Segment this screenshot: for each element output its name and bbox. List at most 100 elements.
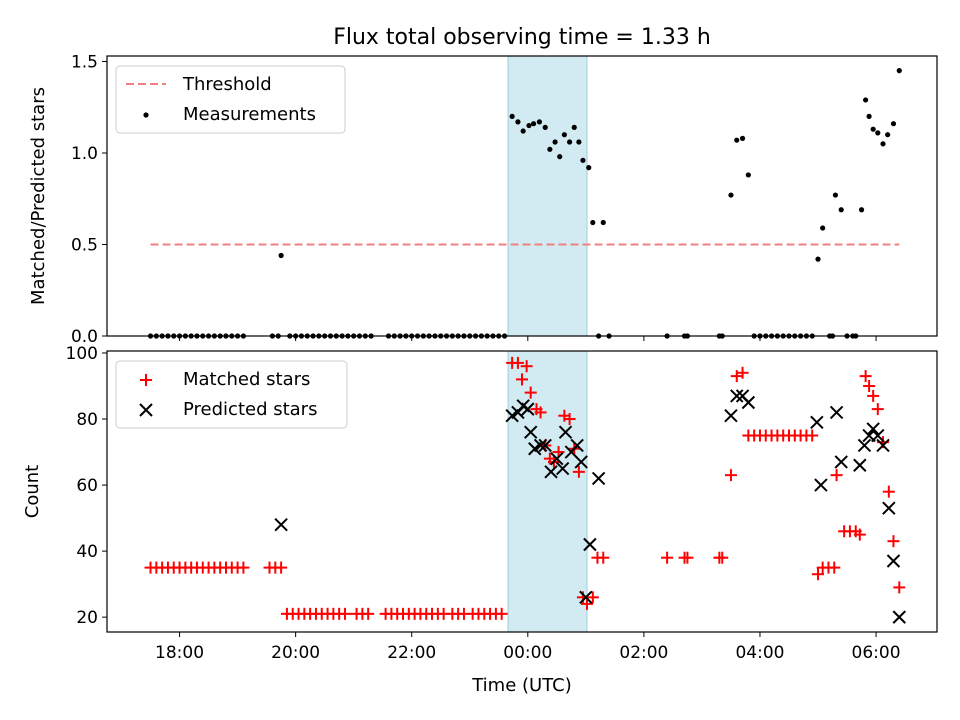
measurement-point bbox=[536, 119, 543, 125]
matched-star-point bbox=[275, 561, 288, 574]
legend-measurements-swatch bbox=[143, 112, 149, 118]
legend-matched-label: Matched stars bbox=[183, 369, 310, 390]
measurement-point bbox=[557, 154, 563, 160]
predicted-star-point bbox=[574, 455, 588, 469]
legend-predicted-label: Predicted stars bbox=[183, 399, 317, 420]
matched-star-point bbox=[338, 607, 351, 620]
measurement-point bbox=[728, 192, 734, 198]
measurement-point bbox=[838, 207, 844, 213]
predicted-star-point bbox=[550, 451, 564, 466]
measurement-point bbox=[552, 139, 558, 145]
matched-star-point bbox=[867, 389, 880, 402]
top-y-tick-label: 0.0 bbox=[71, 327, 98, 347]
top-shaded-region bbox=[507, 55, 588, 337]
matched-star-point bbox=[859, 370, 872, 383]
measurement-point bbox=[515, 119, 521, 125]
matched-star-point bbox=[534, 406, 547, 419]
legend-measurements-label: Measurements bbox=[183, 104, 316, 125]
matched-star-point bbox=[853, 528, 866, 541]
matched-star-point bbox=[806, 429, 819, 442]
legend-matched-swatch bbox=[140, 374, 152, 386]
top-x-ticks bbox=[179, 336, 877, 341]
matched-star-point bbox=[563, 413, 576, 426]
measurement-point bbox=[590, 219, 596, 226]
bottom-x-ticks: 18:00 20:00 22:00 00:00 02:00 04:00 06:00 bbox=[155, 632, 901, 663]
matched-star-points bbox=[144, 356, 906, 620]
x-tick-label: 18:00 bbox=[155, 643, 204, 663]
measurement-point bbox=[885, 132, 891, 138]
measurement-point bbox=[896, 68, 902, 74]
predicted-star-point bbox=[538, 438, 552, 453]
measurement-point bbox=[586, 165, 592, 171]
predicted-star-point bbox=[834, 455, 848, 469]
matched-star-point bbox=[511, 356, 524, 369]
predicted-star-point bbox=[583, 537, 597, 552]
x-tick-label: 20:00 bbox=[271, 643, 320, 663]
bottom-legend-box bbox=[115, 360, 348, 429]
matched-star-point bbox=[828, 561, 841, 574]
matched-star-point bbox=[681, 551, 694, 564]
predicted-star-point bbox=[892, 610, 906, 624]
measurement-point bbox=[875, 130, 881, 136]
matched-star-point bbox=[863, 380, 876, 393]
chart-title: Flux total observing time = 1.33 h bbox=[333, 25, 711, 50]
measurement-point bbox=[739, 135, 746, 141]
x-tick-label: 04:00 bbox=[735, 643, 784, 663]
predicted-star-point bbox=[558, 425, 573, 439]
bottom-y-tick-label: 100 bbox=[66, 344, 98, 364]
predicted-star-point bbox=[533, 438, 548, 453]
matched-star-point bbox=[736, 366, 749, 379]
top-legend: Threshold Measurements bbox=[115, 65, 346, 134]
measurement-point bbox=[745, 172, 751, 178]
top-axes-frame bbox=[106, 55, 938, 337]
predicted-star-point bbox=[730, 389, 744, 403]
matched-star-point bbox=[524, 386, 537, 399]
measurement-point bbox=[832, 192, 839, 198]
predicted-star-point bbox=[570, 438, 584, 453]
measurement-point bbox=[542, 124, 548, 130]
predicted-star-point bbox=[871, 428, 885, 443]
predicted-star-point bbox=[829, 405, 844, 420]
bottom-y-tick-label: 80 bbox=[76, 410, 98, 430]
measurement-point bbox=[561, 132, 567, 138]
measurement-point bbox=[858, 207, 865, 213]
measurement-point bbox=[600, 219, 606, 226]
predicted-star-point bbox=[724, 409, 738, 423]
x-tick-label: 06:00 bbox=[852, 643, 901, 663]
predicted-star-point bbox=[876, 438, 890, 453]
top-panel: 0.0 0.5 1.0 1.5 Matched/Predicted stars Thr… bbox=[28, 52, 938, 347]
predicted-star-point bbox=[866, 422, 880, 436]
measurement-point bbox=[566, 139, 573, 145]
legend-predicted-swatch bbox=[139, 403, 153, 417]
matched-star-point bbox=[237, 561, 250, 574]
x-tick-label: 22:00 bbox=[387, 643, 436, 663]
measurement-point bbox=[820, 225, 826, 231]
matched-star-point bbox=[572, 465, 585, 478]
measurement-point bbox=[576, 139, 582, 145]
bottom-axes-frame bbox=[106, 350, 938, 633]
predicted-star-point bbox=[882, 501, 896, 515]
top-legend-box bbox=[115, 65, 346, 134]
matched-star-point bbox=[882, 485, 895, 498]
bottom-panel: 20 40 60 80 100 18:00 20:00 22:00 00:00 02:00 04:… bbox=[22, 344, 938, 696]
predicted-star-point bbox=[853, 458, 867, 472]
matched-star-point bbox=[581, 597, 594, 610]
bottom-y-tick-label: 40 bbox=[76, 542, 98, 562]
matched-star-point bbox=[520, 360, 533, 373]
top-y-tick-label: 0.5 bbox=[71, 235, 98, 255]
measurement-point bbox=[580, 157, 586, 163]
predicted-star-point bbox=[274, 517, 288, 532]
predicted-star-point bbox=[579, 590, 593, 605]
x-axis-label: Time (UTC) bbox=[471, 675, 572, 696]
bottom-shaded-region bbox=[507, 350, 588, 633]
measurement-point bbox=[547, 146, 553, 152]
top-y-ticks: 0.0 0.5 1.0 1.5 bbox=[71, 52, 107, 347]
measurement-point bbox=[866, 113, 872, 119]
predicted-star-point bbox=[523, 425, 538, 439]
top-y-tick-label: 1.0 bbox=[71, 144, 98, 164]
matched-star-point bbox=[586, 591, 599, 604]
measurement-points bbox=[147, 68, 902, 339]
measurement-point bbox=[571, 124, 577, 130]
measurement-point bbox=[531, 121, 537, 127]
